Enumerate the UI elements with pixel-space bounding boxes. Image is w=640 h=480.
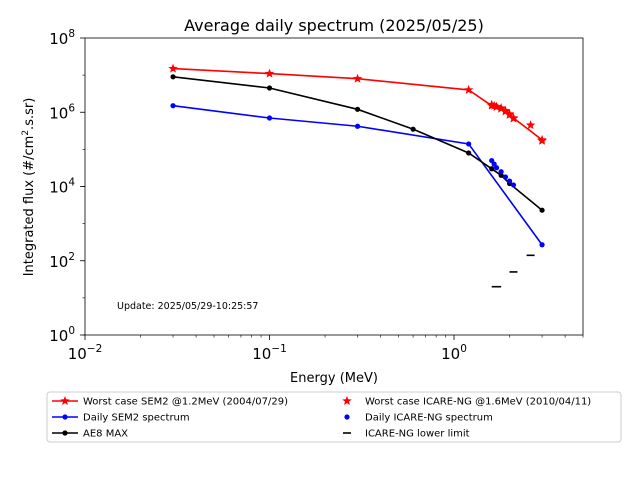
data-point [266, 115, 273, 121]
x-ticks: 10−2 10−1 100 [68, 335, 584, 363]
data-point [410, 126, 416, 132]
data-point [498, 169, 504, 175]
plot-frame [84, 37, 584, 336]
x-tick-label: 10−1 [252, 343, 287, 363]
legend-item: Worst case SEM2 @1.2MeV (2004/07/29) [52, 396, 288, 408]
legend: Worst case SEM2 @1.2MeV (2004/07/29) Dail… [46, 391, 622, 443]
data-point [539, 242, 545, 248]
legend-marker [344, 414, 350, 420]
legend-label: Worst case SEM2 @1.2MeV (2004/07/29) [83, 397, 288, 408]
data-point [168, 63, 178, 73]
data-point [510, 182, 517, 188]
y-tick-label: 104 [49, 177, 75, 197]
data-point [539, 207, 545, 213]
data-point [170, 74, 176, 80]
series-5 [491, 254, 535, 288]
data-point [352, 73, 363, 83]
y-axis-label: Integrated flux (#/cm2.s.sr) [21, 98, 37, 277]
data-point [463, 84, 474, 94]
y-tick-label: 102 [49, 251, 75, 271]
series-1 [170, 103, 545, 248]
legend-label: Daily ICARE-NG spectrum [365, 413, 493, 424]
legend-label: Daily SEM2 spectrum [83, 413, 190, 424]
data-point [525, 120, 536, 130]
x-tick-label: 10−2 [68, 343, 103, 363]
data-point [537, 135, 547, 145]
data-point [264, 68, 275, 78]
legend-box [46, 391, 622, 443]
data-point [508, 113, 519, 123]
series-4 [489, 157, 517, 188]
series-2 [170, 74, 545, 213]
legend-marker [60, 396, 70, 406]
legend-marker [62, 414, 68, 420]
series-line [172, 76, 543, 211]
legend-marker [342, 396, 352, 406]
annotation-update: Update: 2025/05/29-10:25:57 [117, 301, 258, 312]
data-point [489, 166, 495, 172]
y-ticks: 100 102 104 106 108 [49, 28, 85, 345]
data-point [504, 109, 515, 119]
data-point [502, 174, 509, 180]
series-3 [486, 99, 547, 145]
legend-item: Daily SEM2 spectrum [52, 413, 190, 424]
legend-label: ICARE-NG lower limit [365, 429, 470, 440]
legend-label: AE8 MAX [83, 429, 128, 440]
legend-item: Daily ICARE-NG spectrum [344, 413, 493, 424]
x-tick-label: 100 [441, 343, 467, 363]
legend-item: ICARE-NG lower limit [343, 429, 470, 440]
data-point [496, 103, 506, 113]
legend-item: Worst case ICARE-NG @1.6MeV (2010/04/11) [342, 396, 591, 408]
y-tick-label: 100 [49, 325, 75, 345]
data-point [466, 150, 472, 156]
data-point [266, 85, 273, 91]
legend-item: AE8 MAX [52, 429, 128, 440]
data-point [506, 178, 513, 184]
y-tick-label: 106 [49, 102, 75, 122]
series-group [168, 63, 547, 288]
chart-title: Average daily spectrum (2025/05/25) [184, 16, 484, 35]
data-point [354, 123, 361, 129]
y-tick-label: 108 [49, 28, 75, 48]
data-point [466, 141, 472, 147]
legend-marker [62, 430, 68, 436]
data-point [170, 103, 176, 109]
data-point [493, 165, 500, 171]
legend-label: Worst case ICARE-NG @1.6MeV (2010/04/11) [365, 397, 591, 408]
plot-area [168, 63, 547, 288]
data-point [491, 101, 502, 111]
data-point [500, 106, 511, 116]
x-axis-label: Energy (MeV) [290, 371, 378, 386]
data-point [498, 172, 504, 178]
data-point [354, 106, 361, 112]
